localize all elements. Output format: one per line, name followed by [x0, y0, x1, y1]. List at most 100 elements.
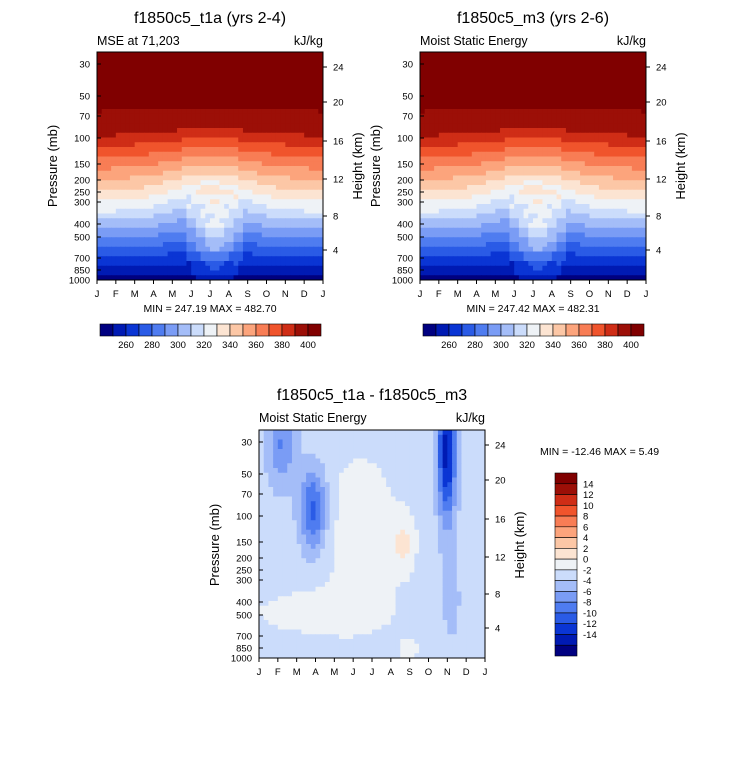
contour-cell [547, 94, 553, 100]
contour-cell [551, 265, 558, 271]
contour-cell [514, 113, 520, 119]
contour-cell [266, 175, 272, 181]
contour-cell [414, 439, 420, 445]
contour-cell [598, 208, 605, 214]
contour-cell [429, 265, 435, 271]
contour-cell [210, 56, 216, 62]
contour-cell [304, 118, 310, 124]
contour-cell [172, 147, 178, 153]
contour-cell [414, 430, 420, 436]
contour-cell [429, 118, 435, 124]
contour-cell [139, 223, 145, 229]
contour-cell [308, 80, 315, 86]
contour-cell [228, 256, 235, 262]
contour-cell [424, 227, 430, 233]
contour-cell [420, 213, 426, 219]
contour-cell [233, 66, 239, 72]
contour-cell [476, 175, 482, 181]
contour-cell [603, 137, 609, 143]
contour-cell [97, 256, 103, 262]
contour-cell [580, 223, 586, 229]
contour-cell [589, 85, 595, 91]
contour-cell [467, 265, 473, 271]
contour-cell [101, 166, 107, 172]
contour-cell [448, 109, 454, 115]
contour-cell [589, 275, 595, 280]
contour-cell [627, 71, 633, 77]
contour-cell [271, 256, 277, 262]
contour-cell [466, 439, 472, 445]
contour-cell [294, 275, 300, 280]
contour-cell [570, 151, 576, 157]
contour-cell [148, 56, 154, 62]
contour-cell [252, 132, 258, 138]
contour-cell [556, 52, 562, 58]
contour-cell [523, 175, 529, 181]
contour-cell [153, 194, 159, 200]
contour-cell [308, 275, 315, 280]
contour-cell [565, 213, 572, 219]
contour-cell [228, 80, 235, 86]
contour-cell [242, 104, 249, 110]
contour-cell [476, 246, 482, 252]
contour-cell [495, 85, 501, 91]
contour-cell [125, 256, 131, 262]
contour-cell [228, 99, 235, 105]
contour-cell [318, 71, 323, 77]
contour-cell [565, 156, 572, 162]
contour-cell [533, 123, 539, 129]
contour-cell [589, 242, 595, 248]
contour-cell [471, 204, 477, 210]
contour-cell [167, 204, 173, 210]
contour-cell [304, 90, 310, 96]
contour-cell [177, 104, 183, 110]
contour-cell [542, 75, 548, 81]
contour-cell [556, 166, 562, 172]
contour-cell [233, 213, 239, 219]
contour-cell [603, 109, 609, 115]
contour-cell [423, 430, 429, 436]
contour-cell [448, 104, 454, 110]
contour-cell [162, 132, 169, 138]
contour-cell [636, 109, 642, 115]
contour-cell [457, 170, 463, 176]
contour-cell [424, 189, 430, 195]
contour-cell [556, 99, 562, 105]
contour-cell [219, 270, 225, 276]
contour-cell [134, 189, 140, 195]
contour-cell [561, 170, 567, 176]
contour-cell [177, 232, 183, 238]
contour-cell [308, 199, 315, 205]
contour-cell [268, 434, 274, 440]
contour-cell [404, 439, 411, 445]
contour-cell [467, 194, 473, 200]
contour-cell [372, 444, 378, 450]
contour-cell [304, 99, 310, 105]
contour-cell [195, 80, 202, 86]
contour-cell [343, 444, 349, 450]
contour-cell [271, 52, 277, 58]
contour-cell [177, 256, 183, 262]
contour-cell [290, 104, 296, 110]
contour-cell [285, 180, 291, 186]
contour-cell [214, 265, 220, 271]
contour-cell [424, 109, 430, 115]
contour-cell [259, 444, 265, 450]
contour-cell [318, 251, 323, 257]
contour-cell [594, 270, 600, 276]
contour-cell [224, 180, 230, 186]
contour-cell [504, 265, 510, 271]
contour-cell [200, 147, 206, 153]
contour-cell [467, 90, 473, 96]
contour-cell [294, 227, 300, 233]
contour-cell [186, 166, 192, 172]
contour-cell [471, 180, 477, 186]
contour-cell [561, 75, 567, 81]
contour-cell [181, 261, 187, 267]
contour-cell [518, 128, 525, 134]
contour-cell [304, 270, 310, 276]
contour-cell [308, 61, 315, 67]
contour-cell [570, 156, 576, 162]
contour-cell [228, 61, 235, 67]
contour-cell [275, 180, 282, 186]
